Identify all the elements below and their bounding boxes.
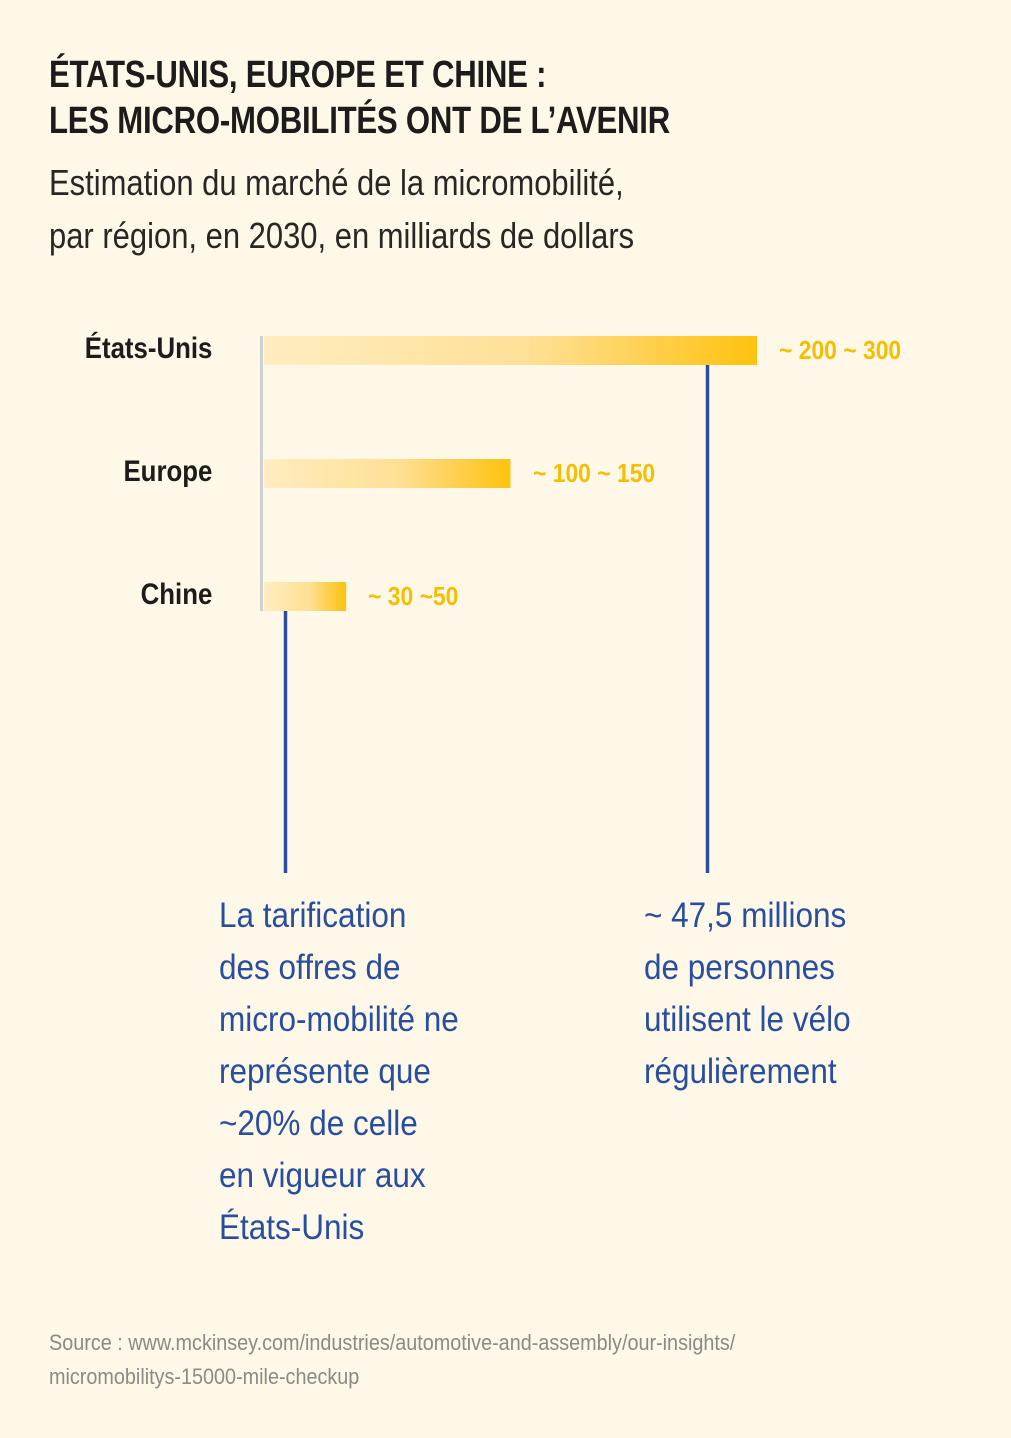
category-label-chine: Chine — [140, 578, 212, 611]
annotation-leaders-layer — [283, 365, 710, 873]
chart-title: ÉTATS-UNIS, EUROPE ET CHINE : LES MICRO-… — [49, 52, 670, 144]
annotation-line: de personnes — [644, 948, 835, 987]
bar-chine — [264, 582, 347, 611]
value-label-etats-unis: ~ 200 ~ 300 — [779, 335, 902, 365]
category-label-europe: Europe — [123, 455, 212, 488]
chart-title-line-2: LES MICRO-MOBILITÉS ONT DE L’AVENIR — [49, 100, 670, 142]
bar-etats-unis — [264, 336, 757, 365]
chart-subtitle-line-1: Estimation du marché de la micromobilité… — [49, 162, 624, 203]
annotation-line: en vigueur aux — [219, 1156, 426, 1195]
chart-subtitle: Estimation du marché de la micromobilité… — [49, 156, 634, 262]
annotation-line: micro-mobilité ne — [219, 1000, 459, 1039]
value-label-chine: ~ 30 ~50 — [368, 581, 459, 611]
annotation-line: ~ 47,5 millions — [644, 896, 847, 935]
value-label-europe: ~ 100 ~ 150 — [532, 458, 655, 488]
source-line-2: micromobilitys-15000-mile-checkup — [49, 1364, 360, 1389]
annotation-line: des offres de — [219, 948, 401, 987]
source-line-1: Source : www.mckinsey.com/industries/aut… — [49, 1330, 736, 1355]
annotation-pricing: La tarification des offres de micro-mobili… — [219, 890, 459, 1254]
chart-title-line-1: ÉTATS-UNIS, EUROPE ET CHINE : — [49, 54, 547, 96]
bars-layer — [264, 336, 757, 611]
annotation-line: régulièrement — [644, 1052, 837, 1091]
annotation-line: États-Unis — [219, 1208, 365, 1247]
bar-europe — [264, 459, 511, 488]
annotation-line: ~20% de celle — [219, 1104, 418, 1143]
annotation-line: utilisent le vélo — [644, 1000, 851, 1039]
annotation-line: La tarification — [219, 896, 407, 935]
category-label-etats-unis: États-Unis — [84, 332, 212, 365]
annotation-line: représente que — [219, 1052, 431, 1091]
source-note: Source : www.mckinsey.com/industries/aut… — [49, 1326, 735, 1394]
chart-subtitle-line-2: par région, en 2030, en milliards de dol… — [49, 215, 635, 256]
annotation-cyclists: ~ 47,5 millions de personnes utilisent le … — [644, 890, 851, 1098]
